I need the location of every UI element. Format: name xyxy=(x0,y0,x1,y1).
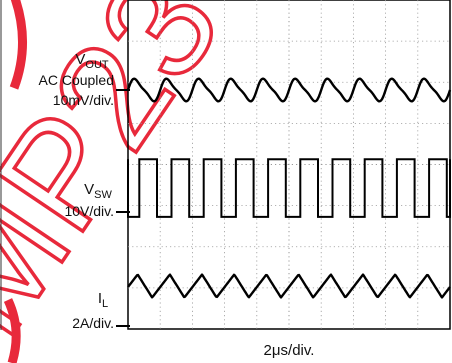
trace-vout xyxy=(126,77,452,103)
label-vsw-name: VSW xyxy=(84,181,112,201)
label-il-scale: 2A/div. xyxy=(72,315,114,331)
plot-grid xyxy=(128,0,450,329)
trace-il xyxy=(127,273,451,299)
trace-vsw xyxy=(127,158,451,218)
label-vsw-scale: 10V/div. xyxy=(64,203,114,219)
watermark-left-arc xyxy=(9,0,28,90)
watermark-left-arc-lower xyxy=(3,298,21,363)
label-il-name: IL xyxy=(98,290,108,310)
label-vout-coupling: AC Coupled xyxy=(39,72,115,88)
watermark: MP23 xyxy=(0,0,253,363)
label-vout-scale: 10mV/div. xyxy=(53,92,114,108)
watermark-text: MP23 xyxy=(0,0,253,363)
label-vout-name: VOUT xyxy=(75,51,109,71)
x-axis-label: 2μs/div. xyxy=(264,342,315,359)
